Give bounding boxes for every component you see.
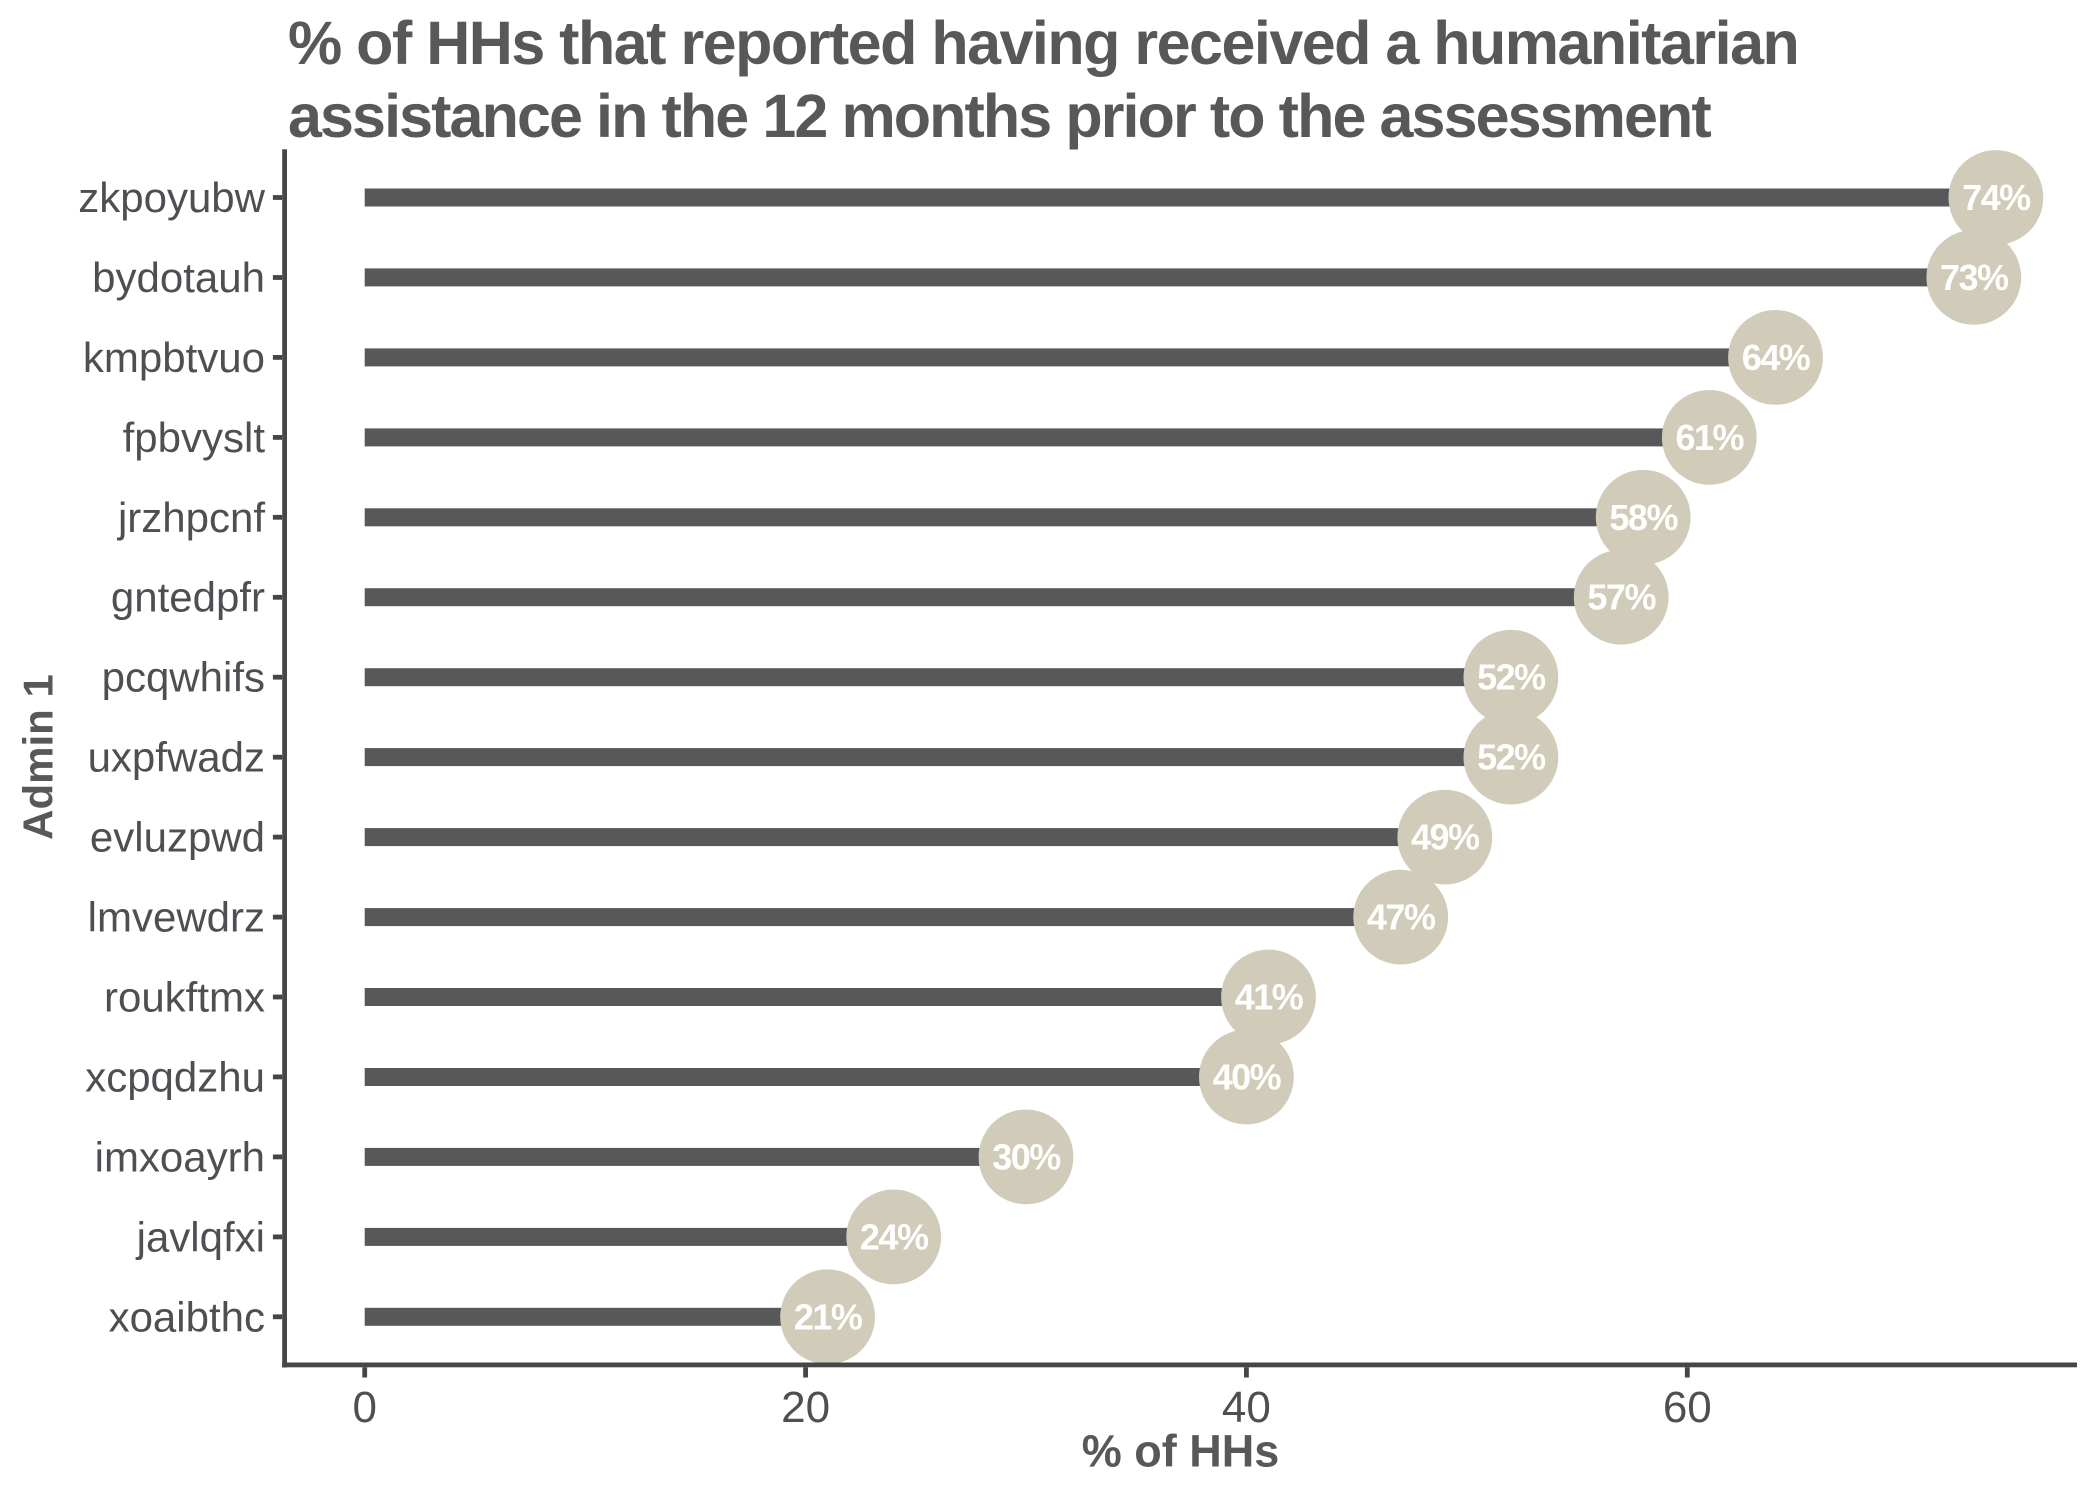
svg-text:evluzpwd: evluzpwd — [90, 814, 265, 861]
svg-text:73%: 73% — [1940, 257, 2009, 298]
svg-text:xcpqdzhu: xcpqdzhu — [85, 1054, 265, 1101]
svg-text:assistance in the 12 months pr: assistance in the 12 months prior to the… — [288, 82, 1711, 150]
svg-text:pcqwhifs: pcqwhifs — [102, 654, 265, 701]
svg-text:0: 0 — [352, 1383, 376, 1432]
svg-text:58%: 58% — [1609, 497, 1678, 538]
svg-text:41%: 41% — [1235, 977, 1304, 1018]
svg-text:60: 60 — [1663, 1383, 1712, 1432]
svg-text:61%: 61% — [1676, 417, 1745, 458]
svg-text:lmvewdrz: lmvewdrz — [88, 894, 265, 941]
svg-text:21%: 21% — [794, 1296, 863, 1337]
svg-text:zkpoyubw: zkpoyubw — [78, 174, 265, 221]
svg-text:47%: 47% — [1367, 897, 1436, 938]
svg-text:bydotauh: bydotauh — [92, 254, 265, 301]
svg-text:64%: 64% — [1742, 337, 1811, 378]
svg-text:imxoayrh: imxoayrh — [95, 1133, 265, 1180]
svg-text:74%: 74% — [1962, 177, 2031, 218]
svg-text:20: 20 — [781, 1383, 830, 1432]
svg-text:% of HHs that reported having: % of HHs that reported having received a… — [288, 9, 1798, 77]
svg-text:gntedpfr: gntedpfr — [111, 574, 265, 621]
svg-text:kmpbtvuo: kmpbtvuo — [83, 334, 265, 381]
svg-text:52%: 52% — [1477, 737, 1546, 778]
svg-text:49%: 49% — [1411, 817, 1480, 858]
svg-text:Admin 1: Admin 1 — [15, 674, 62, 840]
svg-text:javlqfxi: javlqfxi — [135, 1213, 265, 1260]
svg-text:jrzhpcnf: jrzhpcnf — [116, 494, 265, 541]
svg-text:40%: 40% — [1213, 1057, 1282, 1098]
svg-text:30%: 30% — [992, 1136, 1061, 1177]
svg-text:fpbvyslt: fpbvyslt — [123, 414, 266, 461]
svg-text:uxpfwadz: uxpfwadz — [88, 734, 265, 781]
svg-text:24%: 24% — [860, 1216, 929, 1257]
svg-text:57%: 57% — [1587, 577, 1656, 618]
svg-text:40: 40 — [1222, 1383, 1271, 1432]
svg-text:52%: 52% — [1477, 657, 1546, 698]
svg-text:% of HHs: % of HHs — [1082, 1426, 1280, 1477]
svg-text:roukftmx: roukftmx — [104, 974, 265, 1021]
svg-text:xoaibthc: xoaibthc — [109, 1293, 265, 1340]
